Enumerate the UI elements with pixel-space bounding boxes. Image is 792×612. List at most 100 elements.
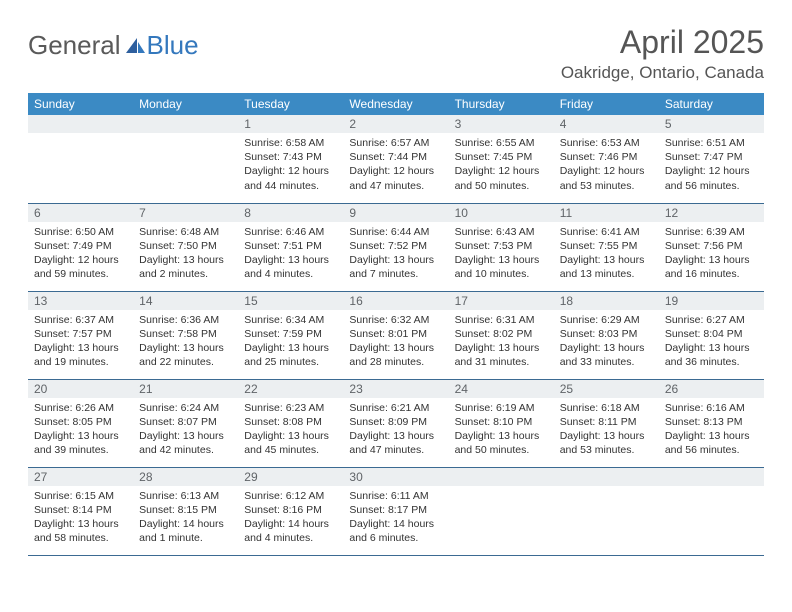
day-content: Sunrise: 6:27 AMSunset: 8:04 PMDaylight:… [659,310,764,374]
calendar-row: 20Sunrise: 6:26 AMSunset: 8:05 PMDayligh… [28,379,764,467]
day-number: 28 [133,468,238,486]
day-content: Sunrise: 6:11 AMSunset: 8:17 PMDaylight:… [343,486,448,550]
day-number: 9 [343,204,448,222]
day-number: 25 [554,380,659,398]
day-content: Sunrise: 6:31 AMSunset: 8:02 PMDaylight:… [449,310,554,374]
calendar-day-cell: 13Sunrise: 6:37 AMSunset: 7:57 PMDayligh… [28,291,133,379]
day-content: Sunrise: 6:43 AMSunset: 7:53 PMDaylight:… [449,222,554,286]
calendar-day-cell: 6Sunrise: 6:50 AMSunset: 7:49 PMDaylight… [28,203,133,291]
day-content: Sunrise: 6:21 AMSunset: 8:09 PMDaylight:… [343,398,448,462]
brand-part1: General [28,30,121,61]
calendar-day-cell: 9Sunrise: 6:44 AMSunset: 7:52 PMDaylight… [343,203,448,291]
day-content: Sunrise: 6:12 AMSunset: 8:16 PMDaylight:… [238,486,343,550]
calendar-day-cell: 24Sunrise: 6:19 AMSunset: 8:10 PMDayligh… [449,379,554,467]
day-number: 12 [659,204,764,222]
day-number [449,468,554,486]
day-number: 17 [449,292,554,310]
calendar-day-cell: 8Sunrise: 6:46 AMSunset: 7:51 PMDaylight… [238,203,343,291]
calendar-day-cell: 29Sunrise: 6:12 AMSunset: 8:16 PMDayligh… [238,467,343,555]
calendar-empty-cell [449,467,554,555]
calendar-day-cell: 4Sunrise: 6:53 AMSunset: 7:46 PMDaylight… [554,115,659,203]
day-number: 11 [554,204,659,222]
calendar-header-row: SundayMondayTuesdayWednesdayThursdayFrid… [28,93,764,115]
month-title: April 2025 [561,24,764,61]
calendar-day-cell: 16Sunrise: 6:32 AMSunset: 8:01 PMDayligh… [343,291,448,379]
calendar-row: 27Sunrise: 6:15 AMSunset: 8:14 PMDayligh… [28,467,764,555]
day-number: 2 [343,115,448,133]
day-content: Sunrise: 6:29 AMSunset: 8:03 PMDaylight:… [554,310,659,374]
day-content: Sunrise: 6:50 AMSunset: 7:49 PMDaylight:… [28,222,133,286]
day-content: Sunrise: 6:15 AMSunset: 8:14 PMDaylight:… [28,486,133,550]
calendar-row: 13Sunrise: 6:37 AMSunset: 7:57 PMDayligh… [28,291,764,379]
day-number [28,115,133,133]
page-header: General Blue April 2025 Oakridge, Ontari… [28,24,764,83]
calendar-table: SundayMondayTuesdayWednesdayThursdayFrid… [28,93,764,556]
weekday-header: Wednesday [343,93,448,115]
day-content: Sunrise: 6:44 AMSunset: 7:52 PMDaylight:… [343,222,448,286]
calendar-empty-cell [554,467,659,555]
brand-part2: Blue [147,30,199,61]
day-number: 20 [28,380,133,398]
day-number: 7 [133,204,238,222]
day-content: Sunrise: 6:39 AMSunset: 7:56 PMDaylight:… [659,222,764,286]
calendar-empty-cell [133,115,238,203]
weekday-header: Friday [554,93,659,115]
day-content: Sunrise: 6:53 AMSunset: 7:46 PMDaylight:… [554,133,659,197]
calendar-day-cell: 22Sunrise: 6:23 AMSunset: 8:08 PMDayligh… [238,379,343,467]
day-content: Sunrise: 6:51 AMSunset: 7:47 PMDaylight:… [659,133,764,197]
day-number: 1 [238,115,343,133]
weekday-header: Monday [133,93,238,115]
day-content: Sunrise: 6:19 AMSunset: 8:10 PMDaylight:… [449,398,554,462]
calendar-day-cell: 20Sunrise: 6:26 AMSunset: 8:05 PMDayligh… [28,379,133,467]
day-content: Sunrise: 6:46 AMSunset: 7:51 PMDaylight:… [238,222,343,286]
calendar-day-cell: 19Sunrise: 6:27 AMSunset: 8:04 PMDayligh… [659,291,764,379]
day-content: Sunrise: 6:36 AMSunset: 7:58 PMDaylight:… [133,310,238,374]
day-number: 18 [554,292,659,310]
calendar-day-cell: 12Sunrise: 6:39 AMSunset: 7:56 PMDayligh… [659,203,764,291]
day-content: Sunrise: 6:24 AMSunset: 8:07 PMDaylight:… [133,398,238,462]
day-number: 3 [449,115,554,133]
day-number [554,468,659,486]
day-number: 15 [238,292,343,310]
calendar-day-cell: 21Sunrise: 6:24 AMSunset: 8:07 PMDayligh… [133,379,238,467]
calendar-row: 6Sunrise: 6:50 AMSunset: 7:49 PMDaylight… [28,203,764,291]
calendar-day-cell: 23Sunrise: 6:21 AMSunset: 8:09 PMDayligh… [343,379,448,467]
calendar-day-cell: 10Sunrise: 6:43 AMSunset: 7:53 PMDayligh… [449,203,554,291]
day-content: Sunrise: 6:18 AMSunset: 8:11 PMDaylight:… [554,398,659,462]
brand-sail-icon [125,36,147,56]
day-number: 4 [554,115,659,133]
day-content: Sunrise: 6:37 AMSunset: 7:57 PMDaylight:… [28,310,133,374]
calendar-empty-cell [659,467,764,555]
day-number: 5 [659,115,764,133]
calendar-day-cell: 14Sunrise: 6:36 AMSunset: 7:58 PMDayligh… [133,291,238,379]
day-number: 26 [659,380,764,398]
day-number: 10 [449,204,554,222]
calendar-body: 1Sunrise: 6:58 AMSunset: 7:43 PMDaylight… [28,115,764,555]
day-number: 24 [449,380,554,398]
calendar-day-cell: 17Sunrise: 6:31 AMSunset: 8:02 PMDayligh… [449,291,554,379]
day-content: Sunrise: 6:23 AMSunset: 8:08 PMDaylight:… [238,398,343,462]
weekday-header: Thursday [449,93,554,115]
calendar-day-cell: 18Sunrise: 6:29 AMSunset: 8:03 PMDayligh… [554,291,659,379]
day-content: Sunrise: 6:34 AMSunset: 7:59 PMDaylight:… [238,310,343,374]
day-content: Sunrise: 6:48 AMSunset: 7:50 PMDaylight:… [133,222,238,286]
day-number: 23 [343,380,448,398]
location-text: Oakridge, Ontario, Canada [561,63,764,83]
day-number: 29 [238,468,343,486]
day-number: 27 [28,468,133,486]
calendar-day-cell: 27Sunrise: 6:15 AMSunset: 8:14 PMDayligh… [28,467,133,555]
title-block: April 2025 Oakridge, Ontario, Canada [561,24,764,83]
day-number [659,468,764,486]
day-content: Sunrise: 6:41 AMSunset: 7:55 PMDaylight:… [554,222,659,286]
calendar-empty-cell [28,115,133,203]
calendar-day-cell: 7Sunrise: 6:48 AMSunset: 7:50 PMDaylight… [133,203,238,291]
day-number [133,115,238,133]
calendar-day-cell: 25Sunrise: 6:18 AMSunset: 8:11 PMDayligh… [554,379,659,467]
calendar-day-cell: 30Sunrise: 6:11 AMSunset: 8:17 PMDayligh… [343,467,448,555]
calendar-day-cell: 15Sunrise: 6:34 AMSunset: 7:59 PMDayligh… [238,291,343,379]
day-number: 13 [28,292,133,310]
weekday-header: Saturday [659,93,764,115]
day-number: 22 [238,380,343,398]
calendar-day-cell: 3Sunrise: 6:55 AMSunset: 7:45 PMDaylight… [449,115,554,203]
day-number: 14 [133,292,238,310]
